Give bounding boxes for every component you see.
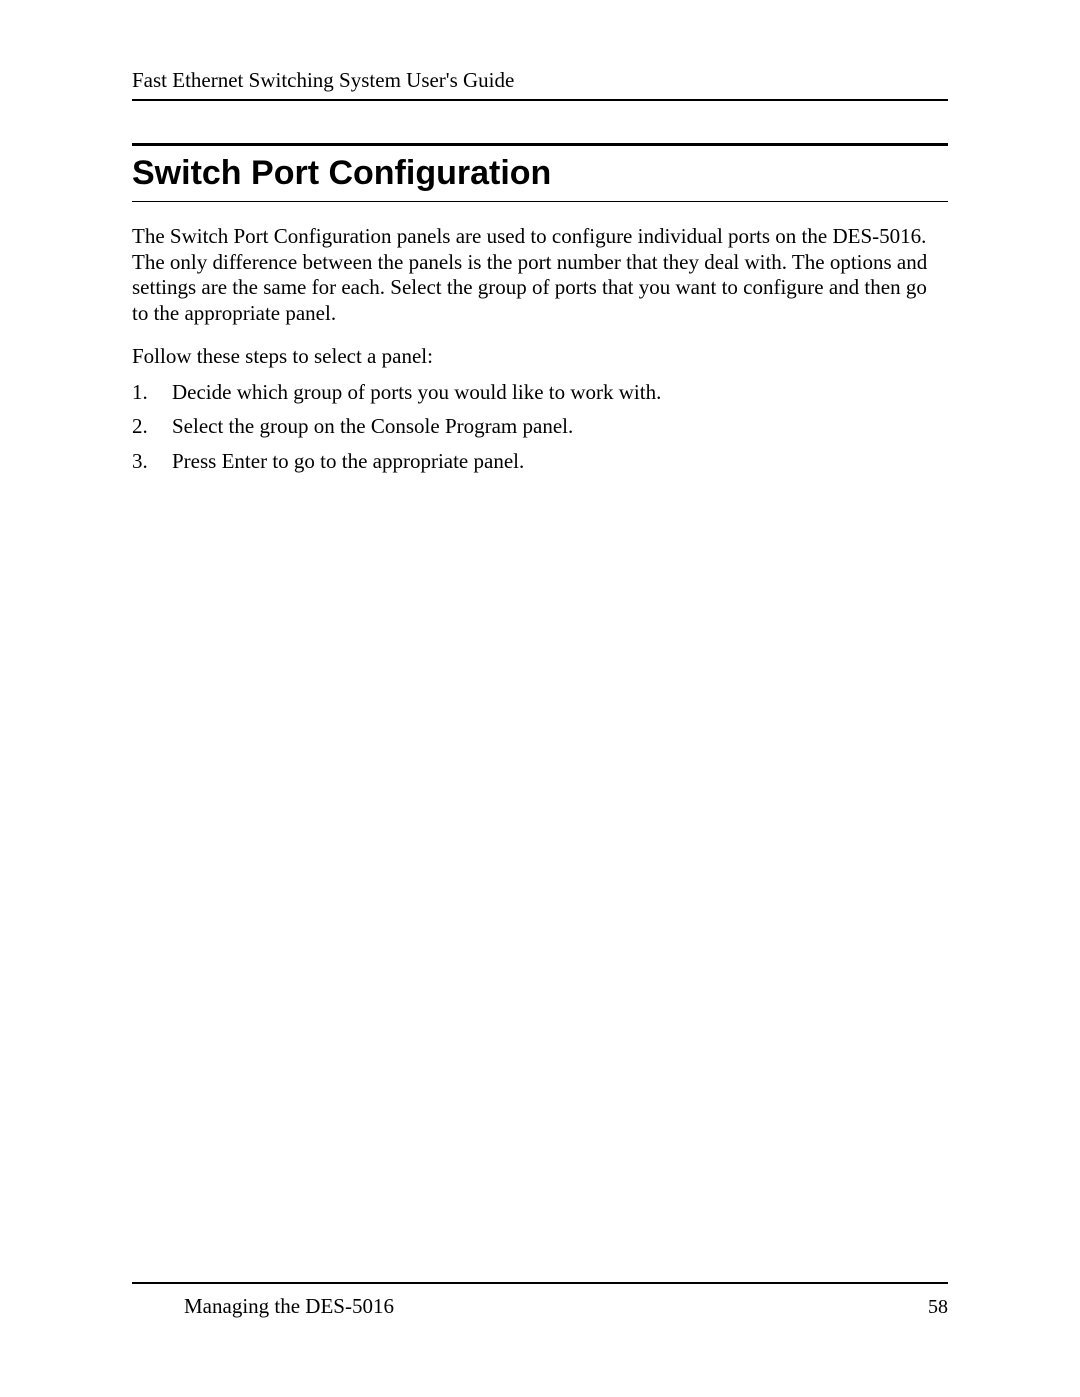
footer-row: Managing the DES-5016 58 [132, 1294, 948, 1319]
list-number: 3. [132, 447, 172, 476]
list-number: 2. [132, 412, 172, 441]
list-text: Select the group on the Console Program … [172, 412, 948, 441]
page-footer: Managing the DES-5016 58 [132, 1282, 948, 1319]
list-number: 1. [132, 378, 172, 407]
title-section: Switch Port Configuration [132, 143, 948, 202]
list-text: Press Enter to go to the appropriate pan… [172, 447, 948, 476]
page-header: Fast Ethernet Switching System User's Gu… [132, 68, 948, 101]
intro-paragraph: The Switch Port Configuration panels are… [132, 224, 948, 326]
footer-rule [132, 1282, 948, 1284]
list-item: 2. Select the group on the Console Progr… [132, 412, 948, 441]
title-rule-bottom [132, 201, 948, 202]
list-text: Decide which group of ports you would li… [172, 378, 948, 407]
document-page: Fast Ethernet Switching System User's Gu… [0, 0, 1080, 1397]
steps-list: 1. Decide which group of ports you would… [132, 378, 948, 476]
list-item: 1. Decide which group of ports you would… [132, 378, 948, 407]
lead-paragraph: Follow these steps to select a panel: [132, 344, 948, 370]
title-rule-top [132, 143, 948, 146]
page-number: 58 [928, 1296, 948, 1319]
footer-section-name: Managing the DES-5016 [184, 1294, 394, 1319]
list-item: 3. Press Enter to go to the appropriate … [132, 447, 948, 476]
section-title: Switch Port Configuration [132, 152, 948, 199]
